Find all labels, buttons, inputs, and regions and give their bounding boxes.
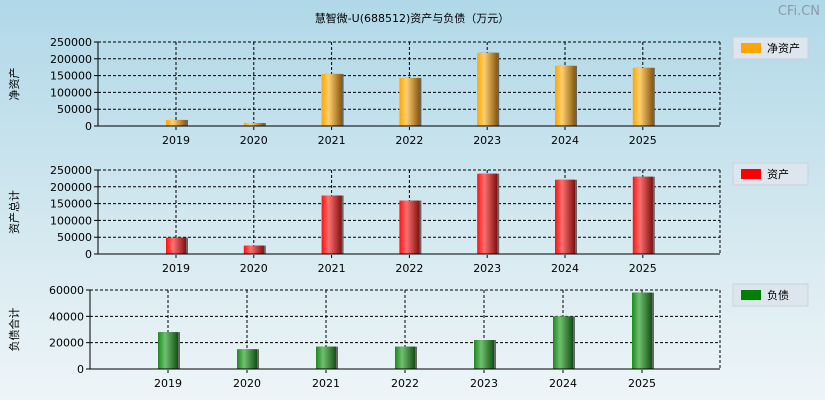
y-tick-label: 100000 [50,214,92,227]
legend-label: 净资产 [767,41,800,55]
y-tick-label: 200000 [50,53,92,66]
watermark: CFi.CN [778,4,820,19]
legend-box [732,36,809,60]
x-tick-label: 2019 [154,377,182,390]
y-tick-label: 0 [77,363,84,376]
bar-2023 [477,173,498,254]
bar-2025 [632,67,653,126]
x-tick-label: 2022 [391,377,419,390]
y-tick-label: 50000 [57,231,92,244]
x-tick-label: 2022 [395,134,423,147]
x-tick-label: 2025 [628,377,656,390]
y-tick-label: 60000 [49,284,84,297]
legend-label: 负债 [767,288,789,302]
bar-2024 [555,65,575,126]
bar-2022 [395,346,415,369]
legend-swatch [741,290,761,300]
y-tick-label: 150000 [50,70,92,83]
bar-2020 [237,349,257,369]
y-axis-label: 负债合计 [7,308,21,352]
bar-2020 [243,245,264,254]
x-tick-label: 2020 [240,134,268,147]
x-tick-label: 2023 [473,262,501,275]
y-tick-label: 50000 [57,103,92,116]
x-tick-label: 2019 [162,134,190,147]
x-tick-label: 2025 [629,262,657,275]
bar-2020 [243,122,264,126]
x-tick-label: 2019 [162,262,190,275]
legend-swatch [741,169,761,179]
y-tick-label: 0 [85,120,92,133]
legend-swatch [741,43,761,53]
y-axis-label: 净资产 [7,68,21,101]
bar-2019 [166,237,186,254]
bar-2023 [477,52,498,126]
x-tick-label: 2023 [470,377,498,390]
bar-2021 [321,73,342,126]
y-tick-label: 150000 [50,198,92,211]
bar-2021 [321,195,342,254]
x-tick-label: 2020 [240,262,268,275]
x-tick-label: 2023 [473,134,501,147]
bar-2025 [632,292,652,369]
y-axis-label: 资产总计 [7,190,21,234]
x-tick-label: 2024 [551,262,579,275]
bar-2021 [316,346,336,369]
y-tick-label: 20000 [49,337,84,350]
x-tick-label: 2022 [395,262,423,275]
x-tick-label: 2025 [629,134,657,147]
x-tick-label: 2021 [318,262,346,275]
x-tick-label: 2021 [318,134,346,147]
legend-box [732,283,809,307]
bar-2023 [474,340,494,369]
y-tick-label: 0 [85,248,92,261]
bar-2024 [555,179,575,254]
bar-2019 [158,332,178,369]
y-tick-label: 200000 [50,181,92,194]
legend-box [732,162,809,186]
x-tick-label: 2020 [233,377,261,390]
bar-2019 [166,119,186,126]
x-tick-label: 2024 [551,134,579,147]
y-tick-label: 250000 [50,36,92,49]
x-tick-label: 2024 [549,377,577,390]
y-tick-label: 40000 [49,310,84,323]
bar-2025 [632,176,653,254]
chart-title: 慧智微-U(688512)资产与负债（万元） [315,11,510,25]
y-tick-label: 100000 [50,86,92,99]
legend-label: 资产 [767,167,789,181]
bar-2024 [553,316,573,369]
y-tick-label: 250000 [50,164,92,177]
bar-2022 [399,77,420,126]
x-tick-label: 2021 [312,377,340,390]
bar-2022 [399,200,420,254]
